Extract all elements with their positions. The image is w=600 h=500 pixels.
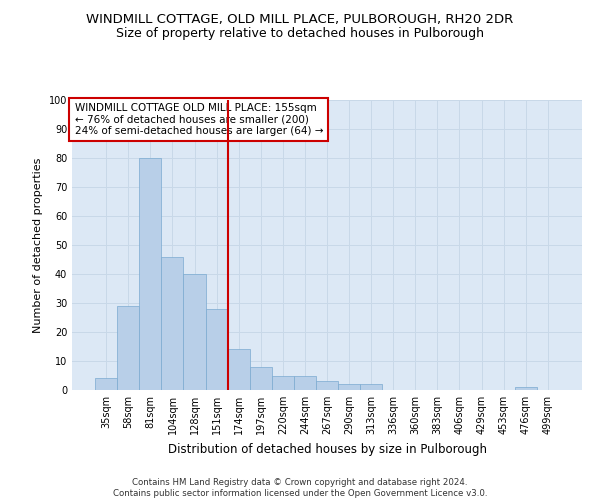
Text: WINDMILL COTTAGE OLD MILL PLACE: 155sqm
← 76% of detached houses are smaller (20: WINDMILL COTTAGE OLD MILL PLACE: 155sqm … bbox=[74, 103, 323, 136]
Text: WINDMILL COTTAGE, OLD MILL PLACE, PULBOROUGH, RH20 2DR: WINDMILL COTTAGE, OLD MILL PLACE, PULBOR… bbox=[86, 12, 514, 26]
Text: Contains HM Land Registry data © Crown copyright and database right 2024.
Contai: Contains HM Land Registry data © Crown c… bbox=[113, 478, 487, 498]
Bar bbox=[139, 158, 161, 390]
Bar bbox=[515, 387, 537, 390]
Bar bbox=[360, 384, 382, 390]
Bar bbox=[250, 367, 272, 390]
Bar bbox=[316, 382, 338, 390]
Bar bbox=[117, 306, 139, 390]
Bar bbox=[294, 376, 316, 390]
Bar bbox=[161, 256, 184, 390]
X-axis label: Distribution of detached houses by size in Pulborough: Distribution of detached houses by size … bbox=[167, 442, 487, 456]
Bar bbox=[206, 309, 227, 390]
Text: Size of property relative to detached houses in Pulborough: Size of property relative to detached ho… bbox=[116, 28, 484, 40]
Y-axis label: Number of detached properties: Number of detached properties bbox=[33, 158, 43, 332]
Bar bbox=[272, 376, 294, 390]
Bar bbox=[227, 350, 250, 390]
Bar bbox=[95, 378, 117, 390]
Bar bbox=[338, 384, 360, 390]
Bar bbox=[184, 274, 206, 390]
